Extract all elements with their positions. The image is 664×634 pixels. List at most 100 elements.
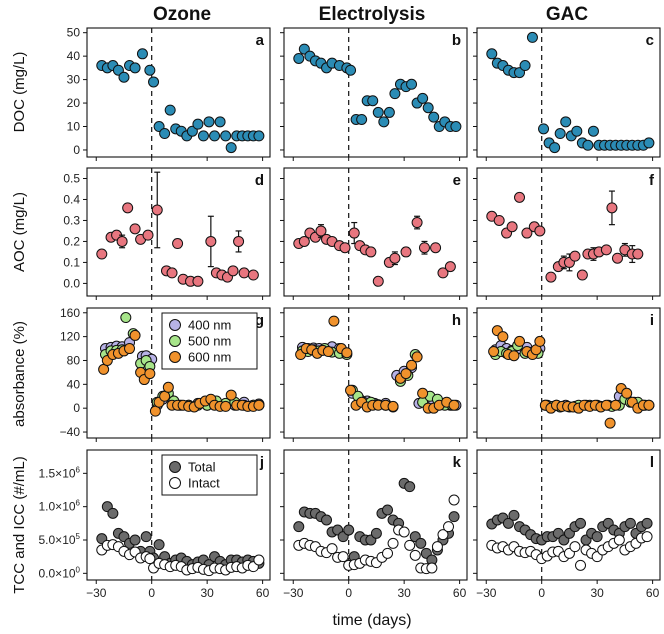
series-600-nm xyxy=(295,315,460,414)
data-point xyxy=(554,128,566,140)
data-point xyxy=(428,111,440,123)
data-point xyxy=(197,130,209,142)
data-point xyxy=(136,48,148,60)
data-point xyxy=(569,541,581,553)
y-tick-label: 160 xyxy=(60,306,80,320)
legend-marker xyxy=(169,319,181,331)
y-tick-exponent: 6 xyxy=(76,465,81,474)
series-600-nm xyxy=(488,325,655,429)
y-tick-label: 40 xyxy=(67,49,81,63)
data-point xyxy=(611,252,623,264)
ylabel-doc: DOC (mg/L) xyxy=(11,52,28,133)
data-point xyxy=(448,399,460,411)
y-tick-label: 0.0×100 xyxy=(39,565,81,580)
data-point xyxy=(144,64,156,76)
legend-marker xyxy=(169,351,181,363)
xlabel: time (days) xyxy=(332,612,411,629)
legend-label: 400 nm xyxy=(188,318,231,333)
y-tick-exponent: 6 xyxy=(76,499,81,508)
data-point xyxy=(411,351,423,363)
data-point xyxy=(203,116,215,128)
data-point xyxy=(569,250,581,262)
data-point xyxy=(372,106,384,118)
panel-label: h xyxy=(452,312,461,329)
legend-label: 500 nm xyxy=(188,334,231,349)
data-point xyxy=(398,526,410,538)
data-point xyxy=(382,504,394,516)
data-point xyxy=(140,531,152,543)
x-tick-label: 60 xyxy=(453,586,467,600)
data-point xyxy=(116,235,128,247)
data-point xyxy=(383,106,395,118)
panel-h: h xyxy=(280,307,468,442)
data-point xyxy=(417,387,429,399)
data-point xyxy=(107,507,119,519)
y-tick-label: 1.0×106 xyxy=(39,499,81,514)
panel-label: g xyxy=(255,312,264,329)
panel-frame xyxy=(283,27,468,158)
data-point xyxy=(328,315,340,327)
data-point xyxy=(610,399,622,411)
data-point xyxy=(604,417,616,429)
data-point xyxy=(643,137,655,149)
data-point xyxy=(426,562,438,574)
data-point xyxy=(508,350,520,362)
data-point xyxy=(502,517,514,529)
data-point xyxy=(444,261,456,273)
panel-label: a xyxy=(256,32,265,49)
y-tick-label: 0 xyxy=(73,143,80,157)
y-tick-label: 0.0 xyxy=(63,276,80,290)
data-point xyxy=(400,368,412,380)
panel-label: c xyxy=(646,32,654,49)
data-point xyxy=(122,202,134,214)
x-tick-label: 0 xyxy=(345,586,352,600)
x-tick-label: 30 xyxy=(590,586,604,600)
legend-label: Total xyxy=(188,460,216,475)
data-point xyxy=(404,481,416,493)
data-point xyxy=(348,227,360,239)
panel-l: −30 0 30 60 l xyxy=(473,449,661,600)
data-point xyxy=(417,92,429,104)
panel-label: l xyxy=(650,454,654,471)
y-tick-label: 80 xyxy=(67,353,81,367)
data-point xyxy=(166,267,178,279)
data-point xyxy=(172,238,184,250)
y-tick-label: 1.5×106 xyxy=(39,465,81,480)
panel-b: b xyxy=(280,27,468,161)
column-title-gac: GAC xyxy=(546,4,589,25)
data-point xyxy=(406,78,418,90)
data-point xyxy=(129,62,141,74)
data-point xyxy=(587,125,599,137)
data-point xyxy=(370,527,382,539)
y-tick-label: 5.0×105 xyxy=(39,532,81,547)
data-point xyxy=(378,116,390,128)
series-doc xyxy=(293,43,462,133)
data-point xyxy=(227,265,239,277)
y-tick-label: 0.2 xyxy=(63,234,80,248)
data-point xyxy=(315,225,327,237)
data-point xyxy=(220,130,232,142)
data-point xyxy=(233,235,245,247)
series-doc xyxy=(96,48,265,154)
data-point xyxy=(129,329,141,341)
x-tick-label: 0 xyxy=(538,586,545,600)
column-title-ozone: Ozone xyxy=(153,4,211,25)
panel-i: i xyxy=(473,307,661,442)
x-tick-label: 30 xyxy=(200,586,214,600)
x-tick-label: 30 xyxy=(397,586,411,600)
data-point xyxy=(643,399,655,411)
y-tick-label: −40 xyxy=(60,425,81,439)
data-point xyxy=(641,517,653,529)
data-point xyxy=(238,267,250,279)
data-point xyxy=(225,142,237,154)
panel-frame xyxy=(476,307,661,439)
data-point xyxy=(641,531,653,543)
data-point xyxy=(506,221,518,233)
ylabel-aoc: AOC (mg/L) xyxy=(11,192,28,272)
data-point xyxy=(582,139,594,151)
data-point xyxy=(613,534,625,546)
data-point xyxy=(575,559,587,571)
legend-box xyxy=(161,454,258,496)
